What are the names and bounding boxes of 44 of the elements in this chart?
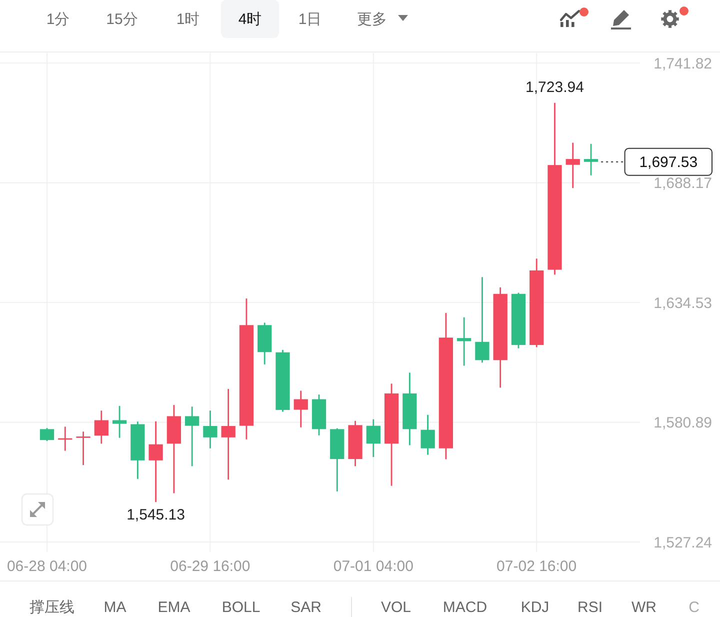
- annotation: 1,545.13: [126, 506, 185, 524]
- text: 1时: [176, 11, 200, 28]
- x-tick-label: 06-29 16:00: [170, 558, 250, 575]
- candlestick: [203, 410, 218, 450]
- y-tick-label: 1,741.82: [654, 55, 712, 72]
- y-tick-label: 1,527.24: [654, 534, 712, 552]
- x-tick-label: 06-28 04:00: [6, 558, 88, 575]
- text: RSI: [577, 599, 603, 616]
- candlestick: [475, 276, 490, 364]
- x-tick-label: 07-01 04:00: [333, 558, 414, 575]
- candlestick: [366, 418, 380, 458]
- candlestick: [221, 388, 236, 480]
- text: 撑压线: [30, 599, 74, 616]
- text: MACD: [442, 599, 488, 616]
- text: 1日: [298, 11, 322, 28]
- x-tick-label: 07-02 16:00: [496, 558, 577, 575]
- y-tick-label: 1,688.17: [654, 175, 712, 192]
- text: EMA: [158, 599, 190, 616]
- y-tick-label: 1,580.89: [654, 414, 712, 432]
- text: KDJ: [520, 599, 550, 616]
- text: 15分: [106, 11, 138, 28]
- candlestick: [584, 143, 598, 176]
- annotation: 1,723.94: [526, 78, 584, 96]
- candlestick: [420, 414, 435, 456]
- candlestick: [148, 420, 163, 503]
- text: C: [688, 599, 700, 616]
- text: 更多: [357, 11, 387, 28]
- candlestick: [94, 410, 108, 444]
- text: 4时: [238, 11, 262, 28]
- text: BOLL: [222, 599, 260, 616]
- candlestick: [112, 405, 127, 439]
- candlestick: [566, 142, 580, 189]
- y-tick-label: 1,634.53: [654, 294, 712, 312]
- candlestick: [40, 427, 54, 442]
- candlestick: [294, 390, 308, 428]
- candlestick: [184, 406, 200, 467]
- text: SAR: [290, 599, 322, 616]
- text: MA: [104, 599, 126, 616]
- candlestick: [76, 430, 90, 466]
- text: WR: [632, 599, 657, 616]
- text: 1分: [46, 11, 70, 28]
- ref-line-label: 1,697.53: [639, 154, 698, 172]
- text: VOL: [380, 599, 412, 616]
- candlestick: [456, 316, 472, 366]
